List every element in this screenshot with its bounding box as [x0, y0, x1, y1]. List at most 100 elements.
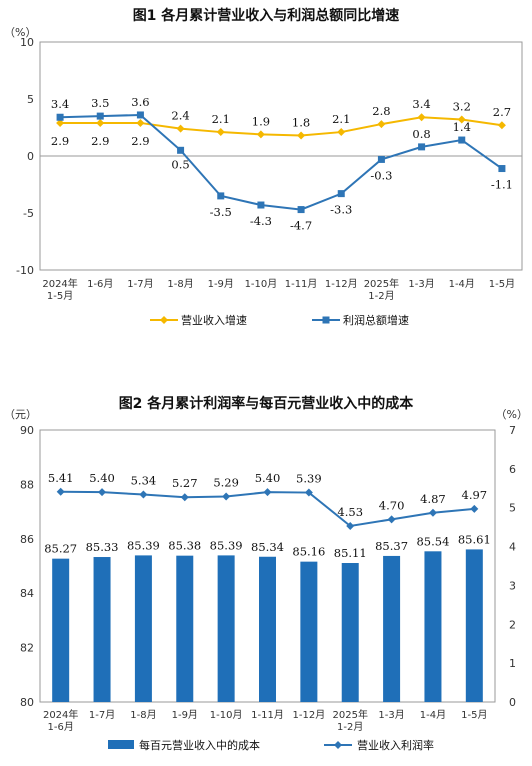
- chart2-y-right-tick-2: 5: [509, 502, 516, 515]
- point-profit-2: [136, 111, 144, 119]
- point-profit-0: [56, 113, 64, 121]
- chart1-x-tick-8: 1-2月: [368, 290, 394, 302]
- chart2-x-tick-7: 1-2月: [337, 721, 363, 733]
- label-cost-3: 85.38: [168, 539, 201, 553]
- label-revenue-1: 2.9: [91, 134, 109, 148]
- bar-cost-1: [93, 557, 111, 702]
- legend-label-profit: 利润总额增速: [343, 313, 409, 327]
- legend-label-revenue: 营业收入增速: [181, 313, 247, 327]
- bar-cost-10: [465, 549, 483, 702]
- chart2-y-left-tick-0: 90: [20, 424, 34, 437]
- label-revenue-4: 2.1: [212, 112, 230, 126]
- chart2-y-axis-left: 90 88 86 84 82 80: [20, 424, 34, 709]
- point-revenue-8: [377, 120, 386, 129]
- label-profit-10: 1.4: [453, 120, 471, 134]
- chart2-data-labels: 85.27 85.33 85.39 85.38 85.39 85.34 85.16 85.11…: [44, 471, 491, 560]
- label-margin-1: 5.40: [89, 471, 115, 485]
- point-profit-9: [418, 143, 426, 151]
- bar-swatch-icon: [108, 740, 134, 749]
- label-revenue-0: 2.9: [51, 134, 69, 148]
- series-line-revenue: [60, 116, 503, 137]
- chart1-x-tick-10: 1-4月: [449, 278, 475, 290]
- label-margin-8: 4.70: [379, 498, 405, 512]
- bar-cost-3: [176, 555, 194, 702]
- label-margin-5: 5.40: [255, 471, 281, 485]
- label-profit-7: -3.3: [330, 203, 352, 217]
- label-cost-10: 85.61: [458, 532, 491, 546]
- point-revenue-0: [56, 118, 65, 127]
- label-profit-5: -4.3: [250, 214, 272, 228]
- chart1-x-tick-7: 1-12月: [325, 278, 358, 290]
- point-profit-5: [257, 201, 265, 209]
- label-profit-8: -0.3: [370, 168, 392, 182]
- chart1-title: 图1 各月累计营业收入与利润总额同比增速: [133, 7, 400, 24]
- point-margin-10: [470, 504, 479, 513]
- point-margin-5: [263, 488, 272, 497]
- label-revenue-9: 3.4: [412, 97, 430, 111]
- chart1-x-tick-6: 1-11月: [285, 278, 318, 290]
- chart1-y-tick-3: -5: [23, 207, 34, 220]
- chart1-y-unit: （%）: [4, 26, 36, 39]
- label-profit-3: 0.5: [171, 157, 189, 171]
- label-margin-4: 5.29: [213, 475, 239, 489]
- point-revenue-5: [256, 130, 265, 139]
- label-cost-8: 85.37: [375, 539, 408, 553]
- point-profit-8: [377, 155, 385, 163]
- chart1-x-tick-9: 1-3月: [408, 278, 434, 290]
- chart2-y-left-tick-4: 82: [20, 642, 34, 655]
- series-line-profit: [60, 113, 503, 211]
- chart2-y-right-tick-6: 1: [509, 657, 516, 670]
- chart1-y-tick-1: 5: [27, 93, 34, 106]
- legend-item-revenue: 营业收入增速: [150, 313, 247, 327]
- point-profit-1: [96, 112, 104, 120]
- chart1-y-tick-2: 0: [27, 150, 34, 163]
- chart2-title: 图2 各月累计利润率与每百元营业收入中的成本: [119, 395, 415, 412]
- point-revenue-6: [297, 131, 306, 140]
- chart2-y-left-tick-2: 86: [20, 533, 34, 546]
- label-cost-0: 85.27: [44, 542, 77, 556]
- chart2-x-tick-0: 1-6月: [48, 721, 74, 733]
- point-revenue-4: [216, 128, 225, 137]
- chart2-y-right-unit: （%）: [496, 408, 528, 421]
- label-cost-7: 85.11: [334, 546, 367, 560]
- point-revenue-2: [136, 118, 145, 127]
- label-margin-10: 4.97: [462, 488, 488, 502]
- chart1-data-labels: 2.9 3.4 2.9 3.5 2.9 3.6 2.4 0.5 2.1 -3.5 1.9 -4.3 1.…: [51, 95, 513, 233]
- chart2-x-tick-8: 1-3月: [378, 709, 404, 721]
- label-revenue-11: 2.7: [493, 105, 511, 119]
- label-revenue-5: 1.9: [252, 114, 270, 128]
- chart2-x-tick-9: 1-4月: [420, 709, 446, 721]
- chart2: 图2 各月累计利润率与每百元营业收入中的成本 （元） （%） 90 88 86 84 8…: [4, 395, 528, 752]
- bar-cost-0: [52, 558, 70, 702]
- chart1: 图1 各月累计营业收入与利润总额同比增速 （%） 10 5 0 -5 -10 2024年…: [4, 7, 523, 327]
- chart2-y-right-tick-4: 3: [509, 579, 516, 592]
- chart2-y-left-tick-3: 84: [20, 587, 34, 600]
- chart1-x-tick-5: 1-10月: [245, 278, 278, 290]
- bar-cost-8: [383, 555, 401, 702]
- chart2-x-tick-4: 1-10月: [210, 709, 243, 721]
- chart2-x-tick-6: 1-12月: [293, 709, 326, 721]
- legend-label-margin: 营业收入利润率: [357, 738, 434, 752]
- point-revenue-11: [497, 121, 506, 130]
- point-margin-0: [56, 487, 65, 496]
- label-margin-2: 5.34: [131, 474, 157, 488]
- label-profit-4: -3.5: [210, 205, 232, 219]
- point-profit-4: [217, 192, 225, 200]
- label-cost-5: 85.34: [251, 540, 284, 554]
- chart2-y-left-tick-1: 88: [20, 478, 34, 491]
- label-cost-9: 85.54: [416, 534, 449, 548]
- point-margin-3: [180, 493, 189, 502]
- bar-cost-2: [134, 555, 152, 702]
- chart2-x-tick-7: 2025年: [333, 708, 368, 721]
- point-profit-7: [337, 190, 345, 198]
- square-marker-icon: [322, 316, 330, 324]
- label-revenue-6: 1.8: [292, 115, 310, 129]
- diamond-marker-icon: [160, 316, 168, 324]
- label-cost-2: 85.39: [127, 538, 160, 552]
- point-margin-6: [304, 488, 313, 497]
- label-revenue-8: 2.8: [372, 104, 390, 118]
- chart2-y-right-tick-7: 0: [509, 696, 516, 709]
- chart2-line-series: [56, 487, 479, 530]
- bar-cost-5: [259, 556, 276, 702]
